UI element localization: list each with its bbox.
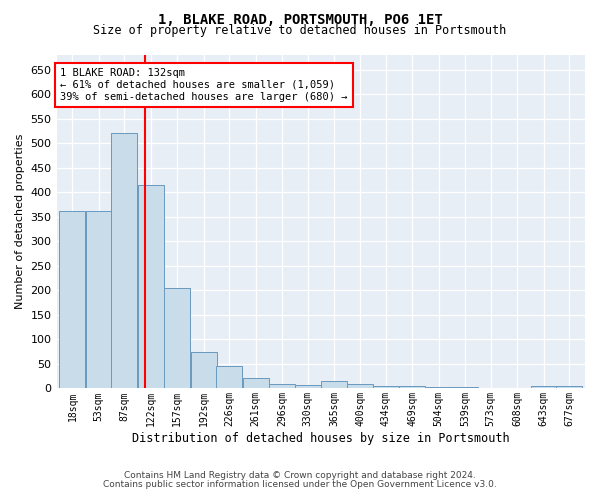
Bar: [164, 288, 190, 388]
Text: Size of property relative to detached houses in Portsmouth: Size of property relative to detached ho…: [94, 24, 506, 37]
Bar: [347, 384, 373, 388]
Bar: [400, 386, 425, 388]
Bar: [269, 384, 295, 388]
Text: 1, BLAKE ROAD, PORTSMOUTH, PO6 1ET: 1, BLAKE ROAD, PORTSMOUTH, PO6 1ET: [158, 12, 442, 26]
Bar: [556, 386, 582, 388]
Bar: [373, 386, 399, 388]
Bar: [321, 381, 347, 388]
Bar: [530, 386, 557, 388]
Bar: [295, 385, 320, 388]
Text: Contains public sector information licensed under the Open Government Licence v3: Contains public sector information licen…: [103, 480, 497, 489]
Bar: [112, 134, 137, 388]
Text: 1 BLAKE ROAD: 132sqm
← 61% of detached houses are smaller (1,059)
39% of semi-de: 1 BLAKE ROAD: 132sqm ← 61% of detached h…: [60, 68, 347, 102]
Text: Contains HM Land Registry data © Crown copyright and database right 2024.: Contains HM Land Registry data © Crown c…: [124, 471, 476, 480]
Bar: [242, 378, 269, 388]
Bar: [216, 366, 242, 388]
Bar: [138, 185, 164, 388]
Y-axis label: Number of detached properties: Number of detached properties: [15, 134, 25, 310]
X-axis label: Distribution of detached houses by size in Portsmouth: Distribution of detached houses by size …: [132, 432, 509, 445]
Bar: [59, 211, 85, 388]
Bar: [191, 352, 217, 389]
Bar: [86, 211, 112, 388]
